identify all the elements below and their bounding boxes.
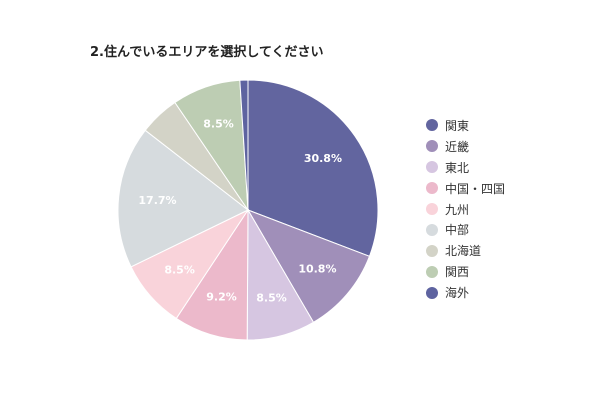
legend-swatch-icon bbox=[426, 140, 438, 153]
legend-swatch-icon bbox=[426, 265, 438, 278]
slice-data-label: 10.8% bbox=[298, 262, 336, 275]
legend-label: 北海道 bbox=[445, 244, 482, 259]
legend-item[interactable]: 北海道 bbox=[426, 240, 505, 261]
legend-label: 中国・四国 bbox=[445, 181, 506, 196]
legend-swatch-icon bbox=[426, 244, 438, 257]
legend-item[interactable]: 東北 bbox=[426, 157, 505, 178]
legend-item[interactable]: 海外 bbox=[426, 282, 505, 303]
slice-data-label: 8.5% bbox=[256, 291, 287, 304]
legend-swatch-icon bbox=[426, 203, 438, 215]
legend-swatch-icon bbox=[426, 286, 438, 299]
legend-label: 海外 bbox=[445, 286, 470, 301]
slice-data-label: 30.8% bbox=[304, 152, 342, 165]
legend-item[interactable]: 九州 bbox=[426, 199, 505, 220]
pie-slice-9 bbox=[239, 79, 249, 211]
legend-item[interactable]: 関西 bbox=[426, 261, 505, 282]
legend-label: 関東 bbox=[445, 118, 470, 133]
chart-legend: 関東近畿東北中国・四国九州中部北海道関西海外 bbox=[426, 115, 505, 303]
legend-swatch-icon bbox=[426, 119, 438, 132]
slice-data-label: 9.2% bbox=[206, 291, 237, 304]
legend-item[interactable]: 中国・四国 bbox=[426, 178, 505, 199]
legend-item[interactable]: 近畿 bbox=[426, 136, 505, 157]
pie-slice-1 bbox=[247, 79, 379, 257]
pie-slice-6 bbox=[117, 129, 249, 268]
legend-item[interactable]: 中部 bbox=[426, 219, 505, 240]
legend-swatch-icon bbox=[426, 182, 438, 195]
slice-data-label: 8.5% bbox=[164, 264, 195, 277]
legend-swatch-icon bbox=[426, 161, 438, 174]
slice-data-label: 17.7% bbox=[138, 194, 176, 207]
slice-data-label: 8.5% bbox=[203, 117, 234, 130]
legend-item[interactable]: 関東 bbox=[426, 115, 505, 136]
legend-label: 九州 bbox=[445, 202, 470, 217]
legend-swatch-icon bbox=[426, 223, 438, 236]
chart-title: 2.住んでいるエリアを選択してください bbox=[90, 45, 324, 60]
legend-label: 東北 bbox=[445, 160, 470, 175]
legend-label: 関西 bbox=[445, 265, 470, 280]
legend-label: 近畿 bbox=[445, 139, 470, 154]
pie-slice-2 bbox=[246, 209, 371, 323]
legend-label: 中部 bbox=[445, 223, 470, 238]
